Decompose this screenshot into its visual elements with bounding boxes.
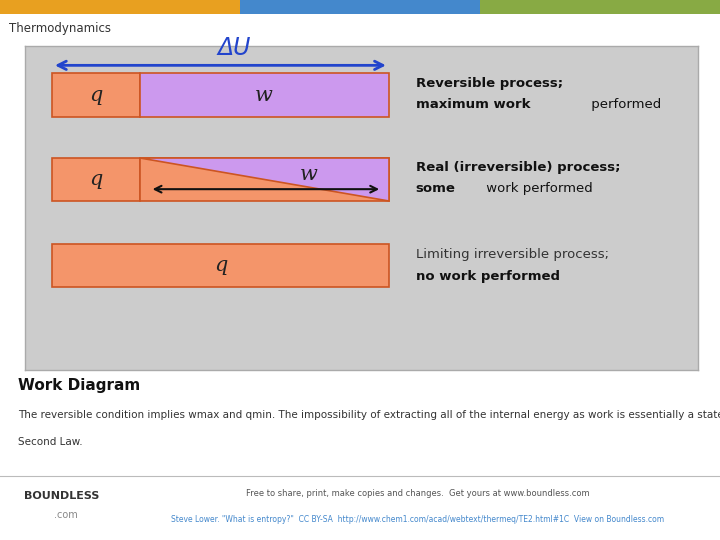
Bar bbox=[240, 0, 480, 14]
Text: Second Law.: Second Law. bbox=[18, 437, 83, 447]
Polygon shape bbox=[140, 158, 389, 201]
Text: q: q bbox=[214, 256, 227, 275]
Bar bbox=[52, 73, 140, 117]
Bar bbox=[52, 244, 389, 287]
Text: BOUNDLESS: BOUNDLESS bbox=[24, 491, 99, 501]
Text: Real (irreversible) process;: Real (irreversible) process; bbox=[415, 161, 620, 174]
Text: The reversible condition implies wmax and qmin. The impossibility of extracting : The reversible condition implies wmax an… bbox=[18, 410, 720, 420]
Text: Free to share, print, make copies and changes.  Get yours at www.boundless.com: Free to share, print, make copies and ch… bbox=[246, 489, 590, 498]
Bar bbox=[480, 0, 720, 14]
Text: w: w bbox=[300, 165, 318, 184]
Bar bbox=[140, 73, 389, 117]
Text: ΔU: ΔU bbox=[217, 37, 251, 60]
Bar bbox=[0, 0, 240, 14]
Text: Work Diagram: Work Diagram bbox=[18, 379, 140, 393]
Text: no work performed: no work performed bbox=[415, 270, 559, 283]
Text: .com: .com bbox=[55, 510, 78, 521]
Bar bbox=[140, 158, 389, 201]
Bar bbox=[52, 158, 140, 201]
Text: Reversible process;: Reversible process; bbox=[415, 77, 563, 90]
Text: Limiting irreversible process;: Limiting irreversible process; bbox=[415, 248, 608, 261]
Text: some: some bbox=[415, 182, 456, 195]
Text: q: q bbox=[89, 170, 102, 189]
Text: maximum work: maximum work bbox=[415, 98, 530, 111]
Text: performed: performed bbox=[588, 98, 662, 111]
Text: B: B bbox=[20, 508, 30, 521]
Text: w: w bbox=[256, 86, 273, 105]
Text: Thermodynamics: Thermodynamics bbox=[9, 22, 112, 35]
Text: q: q bbox=[89, 86, 102, 105]
Text: Steve Lower. "What is entropy?"  CC BY-SA  http://www.chem1.com/acad/webtext/the: Steve Lower. "What is entropy?" CC BY-SA… bbox=[171, 515, 664, 524]
Text: work performed: work performed bbox=[482, 182, 593, 195]
